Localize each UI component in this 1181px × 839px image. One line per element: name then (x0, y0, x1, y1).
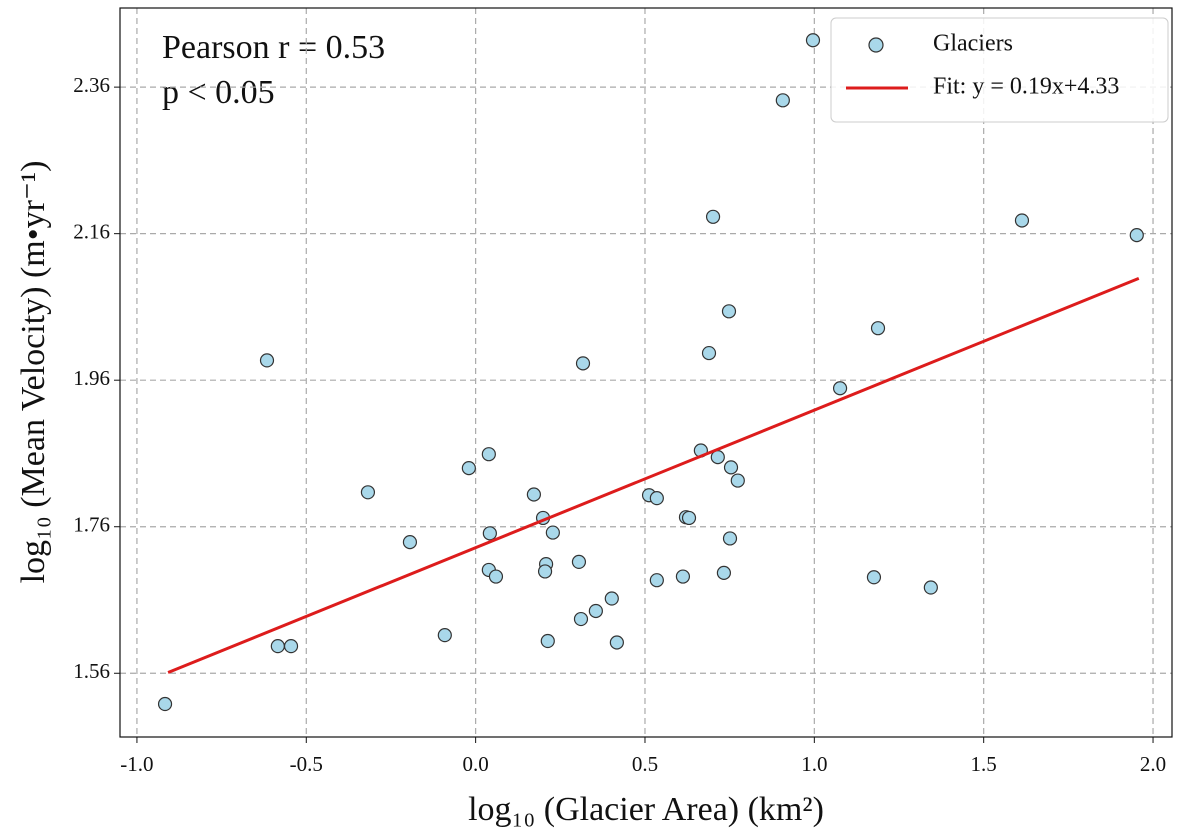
data-point (573, 611, 589, 627)
y-tick-label: 1.96 (73, 366, 110, 390)
data-point (730, 473, 745, 488)
data-point (360, 485, 376, 500)
legend-marker (868, 37, 884, 53)
x-tick-label: 0.5 (632, 752, 658, 776)
data-point (705, 209, 721, 224)
data-point (681, 510, 697, 526)
data-point (923, 580, 938, 595)
x-tick-label: -0.5 (290, 752, 323, 776)
x-tick-label: -1.0 (120, 752, 153, 776)
data-point (588, 603, 603, 619)
data-point (437, 628, 452, 643)
data-point (461, 461, 476, 476)
legend-label: Fit: y = 0.19x+4.33 (933, 74, 1119, 100)
x-tick-label: 0.0 (463, 752, 489, 776)
x-tick-label: 1.5 (971, 752, 997, 776)
data-point (675, 569, 691, 584)
annotation: p < 0.05 (162, 74, 275, 111)
data-point (157, 696, 173, 712)
data-point (488, 569, 504, 584)
data-point (721, 304, 737, 319)
data-point (540, 633, 555, 649)
x-tick-label: 1.0 (801, 752, 827, 776)
y-axis-label: log₁₀ (Mean Velocity) (m•yr⁻¹) (15, 161, 52, 584)
data-point (701, 345, 717, 361)
data-point (1129, 228, 1144, 243)
data-point (575, 356, 591, 371)
data-point (604, 591, 619, 606)
plot-frame (119, 7, 1173, 738)
data-point (775, 93, 790, 108)
data-point (723, 460, 739, 475)
legend-label: Glaciers (933, 31, 1013, 57)
y-tick-label: 2.36 (73, 73, 110, 97)
data-point (722, 531, 738, 546)
data-point (716, 565, 732, 580)
data-point (805, 33, 821, 48)
data-point (402, 535, 418, 550)
data-point (870, 321, 886, 336)
data-point (649, 573, 664, 588)
y-tick-label: 1.76 (73, 513, 110, 537)
data-point (283, 639, 299, 654)
x-axis-label: log₁₀ (Glacier Area) (km²) (468, 791, 824, 828)
data-point (526, 487, 541, 502)
data-point (270, 639, 285, 654)
data-point (609, 635, 624, 650)
data-point (832, 381, 848, 396)
y-tick-label: 1.56 (73, 659, 110, 683)
data-point (545, 525, 560, 540)
data-point (259, 353, 275, 368)
data-point (1014, 213, 1030, 228)
data-point (537, 564, 553, 579)
data-point (571, 554, 587, 569)
data-point (482, 526, 497, 541)
data-point (649, 491, 664, 506)
x-tick-label: 2.0 (1140, 752, 1166, 776)
fit-line (167, 276, 1140, 674)
annotation: Pearson r = 0.53 (162, 29, 385, 66)
data-point (481, 447, 496, 462)
data-point (866, 570, 882, 585)
legend-box (830, 17, 1169, 123)
y-tick-label: 2.16 (73, 219, 110, 243)
